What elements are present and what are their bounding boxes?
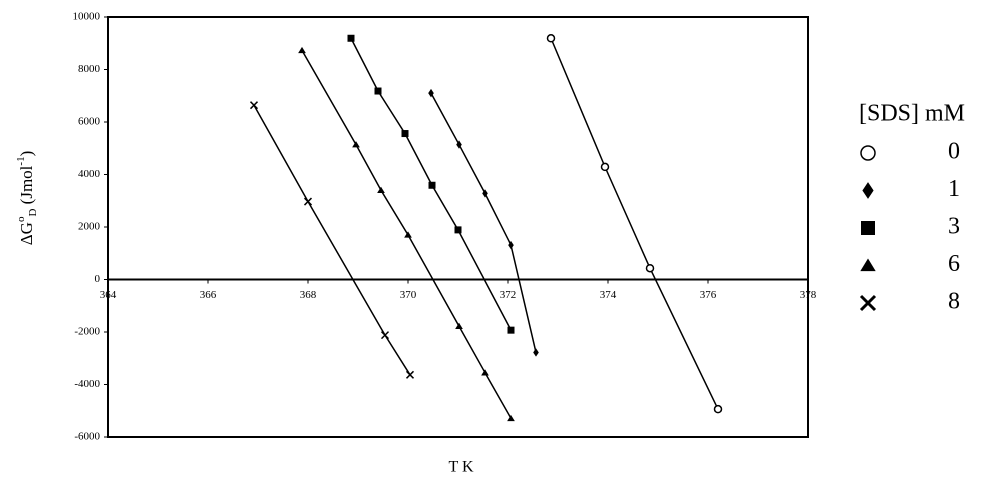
series-line (253, 104, 411, 376)
x-axis-label: T K (448, 459, 473, 476)
y-axis-label: ΔGoD (Jmol-1) (15, 151, 39, 246)
marker (401, 130, 409, 138)
x-tick-label: 378 (800, 289, 817, 301)
legend-label: 3 (948, 214, 960, 240)
legend-marker (859, 294, 877, 312)
legend-label: 0 (948, 139, 960, 165)
marker (482, 189, 488, 198)
legend-label: 8 (948, 289, 960, 315)
marker (454, 226, 462, 234)
y-tick-label: -6000 (74, 431, 100, 443)
marker (428, 88, 434, 98)
marker (377, 186, 385, 194)
legend-label: 1 (948, 176, 960, 202)
y-label-sub: D (27, 209, 39, 217)
legend-title: [SDS] mM (859, 101, 965, 127)
legend-marker (860, 145, 876, 161)
marker (456, 140, 462, 149)
x-tick-label: 368 (300, 289, 317, 301)
y-label-sup: -1 (15, 156, 27, 165)
marker (298, 46, 306, 54)
marker (347, 34, 355, 42)
marker (374, 87, 382, 95)
series-line (550, 37, 719, 410)
marker (405, 370, 415, 379)
x-tick-label: 376 (700, 289, 717, 301)
x-tick-label: 370 (400, 289, 417, 301)
x-tick-label: 374 (600, 289, 617, 301)
marker (508, 240, 514, 250)
series-line (430, 92, 537, 353)
y-label-part: ΔG (17, 222, 36, 245)
legend-marker (860, 258, 876, 272)
marker (507, 414, 515, 422)
marker (352, 141, 360, 148)
y-tick-label: 2000 (78, 221, 101, 233)
y-label-part: ) (17, 151, 36, 157)
series-line (350, 37, 512, 331)
marker (455, 322, 463, 330)
marker (303, 197, 313, 206)
y-tick-label: 4000 (78, 168, 101, 180)
y-tick-label: -4000 (74, 378, 100, 390)
x-tick-label: 372 (500, 289, 517, 301)
marker (404, 231, 412, 238)
marker (428, 181, 436, 189)
y-label-part: (Jmol (17, 165, 36, 208)
y-tick-label: 10000 (73, 11, 101, 23)
x-tick-label: 366 (200, 289, 217, 301)
marker (249, 101, 259, 110)
y-tick-label: 0 (95, 273, 101, 285)
y-tick-label: 8000 (78, 63, 101, 75)
x-tick-label: 364 (100, 289, 117, 301)
legend-marker (862, 182, 874, 199)
legend-label: 6 (948, 251, 960, 277)
legend-marker (861, 221, 875, 235)
marker (380, 331, 390, 340)
y-label-sup: o (15, 216, 27, 222)
y-tick-label: 6000 (78, 116, 101, 128)
marker (713, 404, 723, 414)
marker (645, 263, 655, 273)
y-tick-label: -2000 (74, 326, 100, 338)
marker (481, 369, 489, 376)
marker (507, 326, 515, 334)
marker (533, 348, 539, 357)
marker (546, 34, 556, 43)
marker (600, 162, 610, 172)
